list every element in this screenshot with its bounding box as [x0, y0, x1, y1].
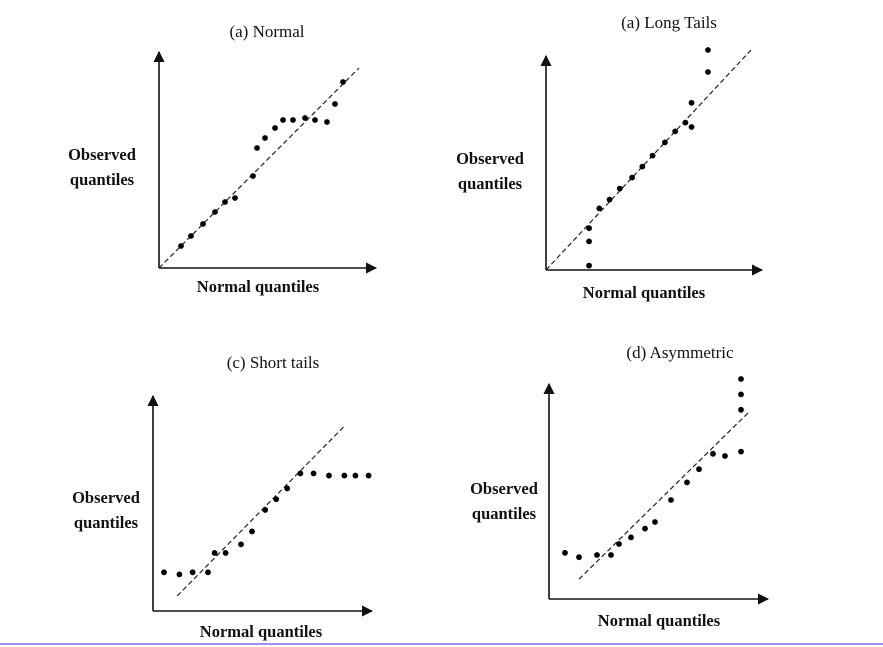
data-point: [576, 554, 582, 561]
reference-line: [545, 49, 752, 271]
data-point: [161, 569, 167, 576]
y-axis-label-line1: Observed: [470, 479, 538, 498]
panel-normal: (a) Normal Observed quantiles Normal qua…: [68, 22, 378, 296]
reference-line: [578, 411, 750, 580]
data-point: [340, 79, 346, 85]
data-point: [238, 541, 244, 548]
data-point: [705, 47, 711, 53]
data-point: [652, 519, 658, 525]
data-point: [341, 472, 348, 479]
data-point: [586, 225, 592, 232]
data-point: [688, 124, 695, 130]
data-point: [705, 69, 711, 75]
x-axis-label: Normal quantiles: [200, 622, 323, 641]
data-point: [232, 195, 238, 201]
data-point: [738, 376, 744, 382]
data-point: [254, 145, 260, 151]
panel-asymmetric: (d) Asymmetric Observed quantiles Normal…: [470, 343, 770, 630]
data-point: [212, 209, 218, 215]
data-point: [302, 115, 308, 121]
data-point: [639, 163, 646, 170]
data-point: [178, 243, 184, 249]
data-point: [616, 541, 622, 547]
data-point: [262, 507, 269, 513]
data-point: [326, 472, 332, 479]
data-point: [662, 139, 668, 146]
data-point: [616, 185, 623, 192]
data-point: [222, 199, 228, 205]
x-axis-label: Normal quantiles: [598, 611, 721, 630]
data-point: [688, 99, 695, 106]
data-point: [596, 205, 603, 212]
data-point: [682, 119, 689, 126]
data-point: [628, 534, 634, 541]
reference-line: [176, 425, 345, 597]
data-point: [200, 221, 206, 227]
y-axis-label-line2: quantiles: [458, 174, 523, 193]
panel-long-tails: (a) Long Tails Observed quantiles Normal…: [456, 13, 764, 302]
data-point: [324, 119, 330, 125]
panel-title: (c) Short tails: [227, 353, 320, 372]
data-point: [668, 497, 674, 503]
panel-title: (a) Long Tails: [621, 13, 717, 32]
y-axis-label-line2: quantiles: [70, 170, 135, 189]
data-point: [250, 173, 256, 179]
data-point: [738, 406, 744, 413]
data-point: [586, 238, 592, 245]
data-point: [606, 196, 613, 203]
data-point: [211, 550, 218, 556]
data-point: [684, 479, 690, 486]
data-point: [280, 117, 286, 123]
data-point: [290, 117, 296, 123]
data-point: [649, 152, 656, 159]
data-points: [178, 79, 346, 249]
x-axis-label: Normal quantiles: [197, 277, 320, 296]
bottom-divider: [0, 643, 883, 645]
data-point: [332, 101, 338, 107]
data-point: [738, 391, 744, 398]
data-point: [273, 496, 280, 503]
data-point: [696, 466, 702, 473]
data-point: [629, 174, 635, 181]
y-axis-label-line1: Observed: [68, 145, 136, 164]
data-point: [272, 125, 278, 131]
data-point: [738, 448, 744, 455]
data-point: [722, 453, 728, 459]
data-point: [562, 549, 568, 556]
reference-line: [158, 67, 360, 269]
data-point: [189, 569, 196, 576]
data-point: [672, 128, 679, 135]
data-points: [562, 376, 744, 561]
data-point: [176, 571, 183, 578]
panel-short-tails: (c) Short tails Observed quantiles Norma…: [72, 353, 374, 641]
panel-title: (a) Normal: [229, 22, 304, 41]
data-point: [608, 552, 614, 558]
panel-title: (d) Asymmetric: [626, 343, 734, 362]
data-point: [586, 262, 592, 269]
data-points: [586, 47, 711, 269]
data-point: [365, 472, 372, 479]
data-point: [205, 569, 211, 576]
data-point: [312, 117, 318, 123]
data-point: [297, 470, 304, 477]
data-point: [594, 552, 600, 558]
data-point: [710, 450, 716, 457]
data-point: [188, 233, 194, 239]
data-point: [284, 485, 291, 492]
data-point: [222, 550, 229, 556]
y-axis-label-line1: Observed: [72, 488, 140, 507]
y-axis-label-line2: quantiles: [74, 513, 139, 532]
data-point: [352, 472, 359, 479]
data-points: [161, 470, 372, 578]
x-axis-label: Normal quantiles: [583, 283, 706, 302]
data-point: [249, 528, 255, 535]
y-axis-label-line1: Observed: [456, 149, 524, 168]
data-point: [642, 525, 648, 532]
data-point: [310, 470, 317, 477]
data-point: [262, 135, 268, 141]
y-axis-label-line2: quantiles: [472, 504, 537, 523]
